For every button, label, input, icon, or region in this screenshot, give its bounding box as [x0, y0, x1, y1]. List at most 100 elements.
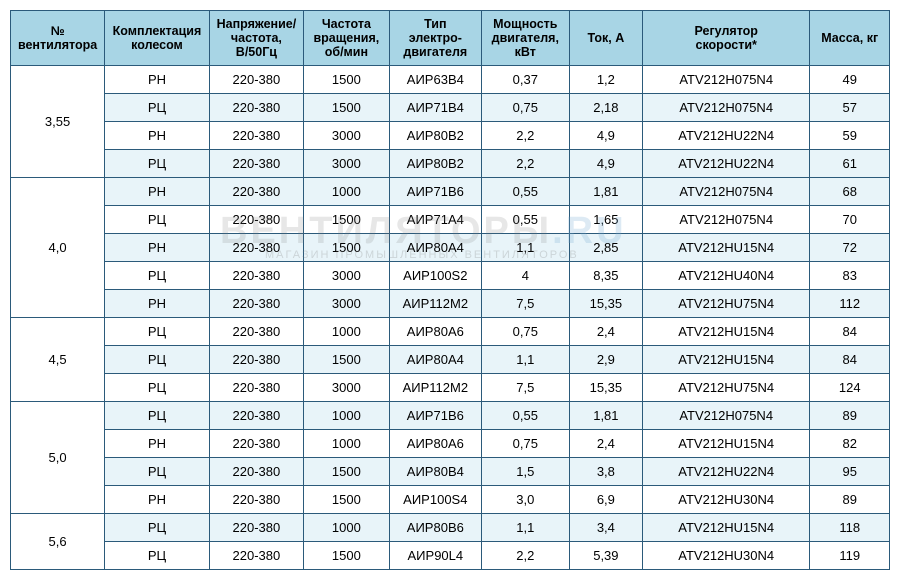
data-cell: 220-380 — [209, 234, 303, 262]
data-cell: 89 — [810, 486, 890, 514]
data-cell: 7,5 — [481, 374, 569, 402]
data-cell: 1000 — [303, 514, 389, 542]
data-cell: 2,9 — [569, 346, 642, 374]
data-cell: 1500 — [303, 346, 389, 374]
data-cell: РН — [105, 290, 210, 318]
data-cell: 15,35 — [569, 290, 642, 318]
table-row: РН220-3803000АИР80В22,24,9ATV212HU22N459 — [11, 122, 890, 150]
data-cell: РН — [105, 234, 210, 262]
data-cell: 4,9 — [569, 150, 642, 178]
data-cell: РЦ — [105, 542, 210, 570]
data-cell: 83 — [810, 262, 890, 290]
table-row: 5,0РЦ220-3801000АИР71В60,551,81ATV212H07… — [11, 402, 890, 430]
fan-spec-table: №вентилятораКомплектацияколесомНапряжени… — [10, 10, 890, 570]
table-row: РН220-3801000АИР80А60,752,4ATV212HU15N48… — [11, 430, 890, 458]
data-cell: 70 — [810, 206, 890, 234]
fan-number-cell: 4,5 — [11, 318, 105, 402]
data-cell: 3,0 — [481, 486, 569, 514]
data-cell: АИР100S2 — [389, 262, 481, 290]
data-cell: АИР80А6 — [389, 430, 481, 458]
table-row: РЦ220-3801500АИР80А41,12,9ATV212HU15N484 — [11, 346, 890, 374]
data-cell: АИР71В4 — [389, 94, 481, 122]
data-cell: 57 — [810, 94, 890, 122]
data-cell: РЦ — [105, 458, 210, 486]
data-cell: 220-380 — [209, 514, 303, 542]
data-cell: 0,37 — [481, 66, 569, 94]
col-header-7: Регуляторскорости* — [643, 11, 810, 66]
data-cell: ATV212HU15N4 — [643, 346, 810, 374]
data-cell: ATV212H075N4 — [643, 66, 810, 94]
data-cell: АИР80В4 — [389, 458, 481, 486]
fan-number-cell: 5,0 — [11, 402, 105, 514]
data-cell: ATV212HU15N4 — [643, 514, 810, 542]
data-cell: РН — [105, 486, 210, 514]
data-cell: 1000 — [303, 430, 389, 458]
data-cell: 2,2 — [481, 150, 569, 178]
data-cell: 0,75 — [481, 430, 569, 458]
data-cell: АИР80В6 — [389, 514, 481, 542]
data-cell: 0,55 — [481, 402, 569, 430]
data-cell: ATV212HU22N4 — [643, 150, 810, 178]
data-cell: 7,5 — [481, 290, 569, 318]
data-cell: 1500 — [303, 206, 389, 234]
data-cell: 3,8 — [569, 458, 642, 486]
table-row: РЦ220-3803000АИР80В22,24,9ATV212HU22N461 — [11, 150, 890, 178]
data-cell: 72 — [810, 234, 890, 262]
data-cell: 2,4 — [569, 318, 642, 346]
data-cell: 3000 — [303, 290, 389, 318]
data-cell: 220-380 — [209, 374, 303, 402]
col-header-0: №вентилятора — [11, 11, 105, 66]
data-cell: 112 — [810, 290, 890, 318]
data-cell: АИР71В6 — [389, 178, 481, 206]
data-cell: 0,55 — [481, 178, 569, 206]
data-cell: 1500 — [303, 94, 389, 122]
data-cell: РЦ — [105, 150, 210, 178]
data-cell: 0,75 — [481, 318, 569, 346]
table-row: РЦ220-3801500АИР80В41,53,8ATV212HU22N495 — [11, 458, 890, 486]
data-cell: 1500 — [303, 66, 389, 94]
col-header-2: Напряжение/частота,В/50Гц — [209, 11, 303, 66]
data-cell: 1,2 — [569, 66, 642, 94]
data-cell: 220-380 — [209, 318, 303, 346]
data-cell: 1000 — [303, 178, 389, 206]
data-cell: 6,9 — [569, 486, 642, 514]
data-cell: 95 — [810, 458, 890, 486]
data-cell: 220-380 — [209, 290, 303, 318]
col-header-6: Ток, А — [569, 11, 642, 66]
data-cell: АИР112М2 — [389, 290, 481, 318]
data-cell: 1,1 — [481, 234, 569, 262]
data-cell: РН — [105, 66, 210, 94]
data-cell: ATV212HU22N4 — [643, 122, 810, 150]
table-header-row: №вентилятораКомплектацияколесомНапряжени… — [11, 11, 890, 66]
table-row: 4,5РЦ220-3801000АИР80А60,752,4ATV212HU15… — [11, 318, 890, 346]
data-cell: 220-380 — [209, 402, 303, 430]
data-cell: АИР71А4 — [389, 206, 481, 234]
data-cell: 61 — [810, 150, 890, 178]
data-cell: 8,35 — [569, 262, 642, 290]
data-cell: АИР63В4 — [389, 66, 481, 94]
data-cell: 1,5 — [481, 458, 569, 486]
fan-number-cell: 5,6 — [11, 514, 105, 570]
col-header-1: Комплектацияколесом — [105, 11, 210, 66]
data-cell: 3000 — [303, 150, 389, 178]
data-cell: ATV212H075N4 — [643, 94, 810, 122]
data-cell: РН — [105, 122, 210, 150]
data-cell: 220-380 — [209, 458, 303, 486]
data-cell: АИР112М2 — [389, 374, 481, 402]
data-cell: 220-380 — [209, 206, 303, 234]
data-cell: 1500 — [303, 234, 389, 262]
table-row: РЦ220-3803000АИР112М27,515,35ATV212HU75N… — [11, 374, 890, 402]
data-cell: 220-380 — [209, 94, 303, 122]
data-cell: 0,75 — [481, 94, 569, 122]
fan-number-cell: 4,0 — [11, 178, 105, 318]
data-cell: ATV212HU15N4 — [643, 234, 810, 262]
data-cell: 119 — [810, 542, 890, 570]
data-cell: 1,1 — [481, 346, 569, 374]
data-cell: 118 — [810, 514, 890, 542]
table-row: 5,6РЦ220-3801000АИР80В61,13,4ATV212HU15N… — [11, 514, 890, 542]
data-cell: 68 — [810, 178, 890, 206]
data-cell: 3000 — [303, 262, 389, 290]
data-cell: 4,9 — [569, 122, 642, 150]
data-cell: АИР90L4 — [389, 542, 481, 570]
data-cell: 3000 — [303, 374, 389, 402]
